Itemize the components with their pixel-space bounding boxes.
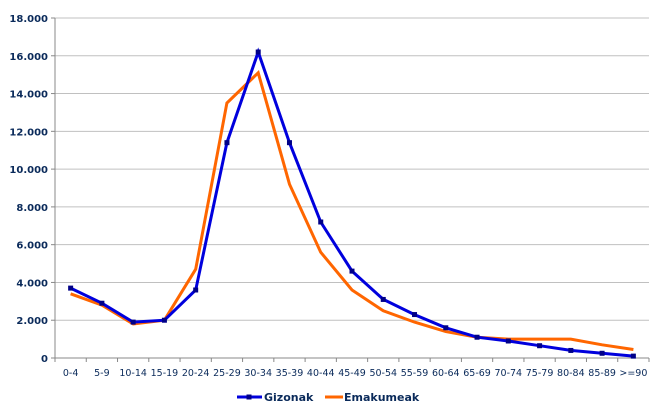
- legend-marker-gizonak: [246, 394, 252, 400]
- y-axis: 0 2.000 4.000 6.000 8.000 10.000 12.000 14.000 1…: [9, 14, 56, 365]
- legend-label-emakumeak: Emakumeak: [344, 391, 420, 404]
- y-tick-label: 2.000: [16, 316, 48, 327]
- y-tick-label: 8.000: [16, 203, 48, 214]
- data-point-marker: [286, 140, 292, 146]
- x-tick-label: 85-89: [588, 368, 616, 379]
- data-point-marker: [412, 312, 418, 318]
- legend: Gizonak Emakumeak: [237, 391, 420, 404]
- x-tick-label: 35-39: [276, 368, 304, 379]
- data-point-marker: [193, 287, 199, 293]
- data-point-marker: [380, 296, 386, 302]
- data-point-marker: [630, 353, 636, 359]
- legend-item-emakumeak[interactable]: Emakumeak: [325, 391, 420, 404]
- data-point-marker: [443, 325, 449, 331]
- x-tick-label: 55-59: [401, 368, 429, 379]
- data-point-marker: [68, 285, 74, 291]
- data-point-marker: [318, 219, 324, 225]
- data-point-marker: [505, 338, 511, 344]
- data-point-marker: [474, 334, 480, 340]
- y-tick-label: 0: [41, 354, 48, 365]
- x-tick-label: 60-64: [432, 368, 460, 379]
- data-point-marker: [568, 347, 574, 353]
- x-tick-label: 65-69: [463, 368, 491, 379]
- y-tick-label: 18.000: [9, 14, 48, 25]
- x-tick-label: 20-24: [182, 368, 210, 379]
- data-point-marker: [537, 343, 543, 349]
- y-tick-label: 4.000: [16, 278, 48, 289]
- x-tick-label: 80-84: [557, 368, 585, 379]
- data-point-marker: [99, 300, 105, 306]
- x-tick-label: 70-74: [495, 368, 523, 379]
- y-tick-label: 14.000: [9, 90, 48, 101]
- x-tick-label: 5-9: [94, 368, 110, 379]
- x-tick-label: 40-44: [307, 368, 335, 379]
- x-tick-label: 10-14: [119, 368, 147, 379]
- x-tick-label: 25-29: [213, 368, 241, 379]
- data-point-marker: [599, 350, 605, 356]
- legend-label-gizonak: Gizonak: [264, 391, 314, 404]
- data-point-marker: [161, 317, 167, 323]
- y-tick-label: 10.000: [9, 165, 48, 176]
- x-tick-label: 50-54: [369, 368, 397, 379]
- y-tick-label: 16.000: [9, 52, 48, 63]
- data-point-marker: [255, 49, 261, 55]
- legend-item-gizonak[interactable]: Gizonak: [237, 391, 314, 404]
- x-tick-label: 45-49: [338, 368, 366, 379]
- y-tick-label: 6.000: [16, 241, 48, 252]
- x-tick-label: >=90: [619, 368, 647, 379]
- x-tick-label: 0-4: [63, 368, 79, 379]
- data-point-marker: [130, 319, 136, 325]
- x-tick-label: 75-79: [526, 368, 554, 379]
- data-point-marker: [224, 140, 230, 146]
- series-lines: [68, 47, 636, 359]
- x-tick-label: 30-34: [244, 368, 272, 379]
- x-tick-label: 15-19: [151, 368, 179, 379]
- y-tick-label: 12.000: [9, 127, 48, 138]
- series-line-emakumeak: [70, 69, 634, 351]
- x-axis: 0-4 5-9 10-14 15-19 20-24 25-29 30-34 35-39 40-4…: [54, 357, 650, 379]
- gridlines: [55, 17, 649, 321]
- data-point-marker: [349, 268, 355, 274]
- series-line-gizonak: [69, 47, 634, 358]
